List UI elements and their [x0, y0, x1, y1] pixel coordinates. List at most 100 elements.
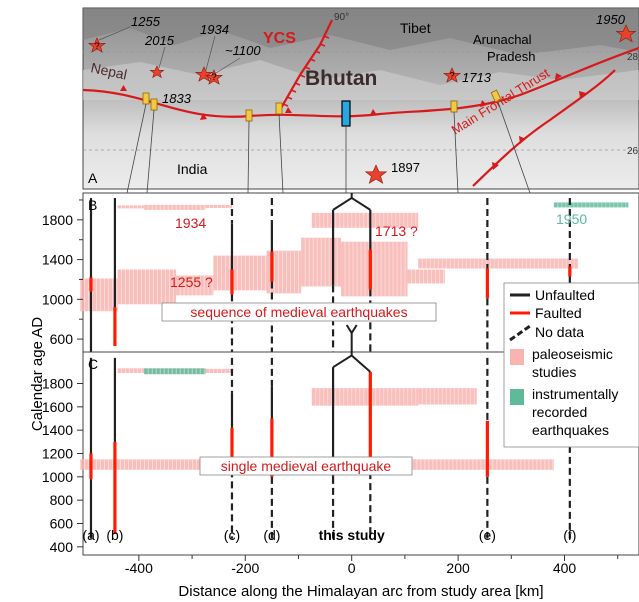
site-label: (e) — [479, 527, 496, 543]
paleo-band — [205, 204, 232, 208]
star-1255 — [87, 37, 107, 53]
lat-28-label: 28 — [627, 52, 639, 63]
legend-instr-line3: earthquakes — [532, 422, 609, 438]
site-marker-e — [450, 100, 458, 113]
instrumental-band — [144, 368, 206, 375]
star-1897 — [364, 164, 388, 184]
map-panel: ? ? ? 1255 2015 1934 ~1100 1833 1713 189… — [82, 7, 639, 190]
thrust-line — [82, 46, 639, 118]
site-labels: (a) (b) (c) (d) this study (e) (f) — [82, 527, 576, 543]
lat-26-label: 26 — [627, 146, 639, 157]
y-tick-label-c: 1600 — [42, 399, 73, 415]
annotation-sequence: sequence of medieval earthquakes — [190, 304, 407, 320]
annotation-single: single medieval earthquake — [221, 458, 392, 474]
star-1713 — [442, 67, 462, 83]
single-earthquake-box — [199, 456, 413, 476]
angle-label: 90° — [334, 12, 349, 23]
site-marker-a — [142, 92, 150, 105]
event-label-1255: 1255 — [131, 14, 161, 29]
pradesh-label: Pradesh — [487, 49, 535, 64]
y-axis-title: Calendar age AD — [29, 317, 46, 431]
y-tick-label-c: 1800 — [42, 376, 73, 392]
legend-faulted-label: Faulted — [535, 305, 582, 321]
y-tick-label-c: 800 — [50, 492, 74, 508]
legend: Unfaulted Faulted No data paleoseismic s… — [503, 282, 639, 448]
panel-b-annotations: 1934 1713 ? 1950 1255 ? sequence of medi… — [88, 197, 587, 322]
q-1100: ? — [212, 72, 217, 82]
legend-nodata-label: No data — [535, 324, 584, 340]
leader-lines — [98, 26, 241, 74]
annotation-1713: 1713 ? — [375, 223, 418, 239]
legend-paleo-swatch — [510, 349, 524, 365]
site-marker-b — [150, 98, 158, 111]
event-label-1100: ~1100 — [225, 43, 261, 58]
site-marker-f — [490, 89, 502, 104]
paleo-band — [341, 241, 408, 297]
instrumental-band — [553, 202, 629, 208]
site-label: (d) — [263, 527, 280, 543]
q-1713: ? — [450, 71, 455, 81]
tibet-label: Tibet — [400, 20, 431, 36]
x-tick-label: 400 — [553, 560, 577, 576]
nepal-label: Nepal — [89, 59, 128, 82]
panel-c-label: C — [88, 356, 98, 372]
y-tick-label-c: 1200 — [42, 446, 73, 462]
legend-instr-line2: recorded — [532, 404, 587, 420]
legend-paleo-line1: paleoseismic — [532, 346, 613, 362]
star-question-marks: ? ? ? — [95, 41, 455, 82]
earthquake-stars — [87, 24, 637, 184]
panel-a-label: A — [88, 170, 98, 186]
y-tick-label-c: 400 — [50, 539, 74, 555]
paleo-band — [117, 368, 145, 373]
paleo-band — [205, 368, 232, 373]
paleo-band — [418, 388, 477, 405]
y-tick-label-c: 1000 — [42, 469, 73, 485]
y-tick-label-c: 1400 — [42, 422, 73, 438]
legend-paleo-line2: studies — [532, 364, 576, 380]
study-merge-c — [332, 352, 371, 373]
site-connectors — [126, 101, 531, 194]
medieval-sequence-box — [161, 302, 437, 322]
star-1100 — [204, 69, 224, 85]
panel-c-site-lines — [89, 357, 571, 539]
x-tick-label: -400 — [125, 560, 153, 576]
annotation-1934: 1934 — [175, 215, 206, 231]
terrain-texture — [83, 8, 639, 151]
paleo-band — [117, 269, 177, 305]
event-label-2015: 2015 — [144, 33, 175, 48]
star-1934 — [194, 66, 214, 82]
x-tick-label: 0 — [348, 560, 356, 576]
legend-unfaulted-label: Unfaulted — [535, 287, 595, 303]
q-1255: ? — [95, 41, 100, 51]
legend-instr-swatch — [510, 389, 524, 405]
india-label: India — [177, 161, 208, 177]
paleo-band — [80, 278, 118, 312]
paleo-band — [144, 204, 206, 210]
site-label: (b) — [106, 527, 123, 543]
arunachal-label: Arunachal — [473, 32, 532, 47]
y-tick-label-b: 600 — [50, 331, 74, 347]
legend-box — [503, 282, 639, 448]
paleo-band — [117, 205, 145, 209]
site-marker-d — [275, 102, 283, 115]
star-2015 — [149, 65, 165, 79]
panel-b-label: B — [88, 197, 97, 213]
thrust-teeth — [120, 73, 586, 170]
event-label-1934: 1934 — [200, 22, 229, 37]
y-tick-label-b: 1000 — [42, 291, 73, 307]
bhutan-label: Bhutan — [305, 67, 377, 90]
x-tick-label: 200 — [446, 560, 470, 576]
panel-b-bands — [80, 202, 629, 312]
site-label: (f) — [563, 527, 576, 543]
annotation-1255: 1255 ? — [170, 274, 213, 290]
axes: -400 -200 0 200 400 600 1000 1400 1800 400 600 800 1… — [42, 199, 639, 576]
x-axis-title: Distance along the Himalayan arc from st… — [178, 583, 543, 600]
study-lower-split — [345, 324, 358, 352]
annotation-1950: 1950 — [556, 211, 587, 227]
event-label-1897: 1897 — [391, 160, 420, 175]
study-merge-lines — [332, 193, 371, 373]
site-label: (a) — [82, 527, 99, 543]
site-label: (c) — [224, 527, 240, 543]
legend-instr-line1: instrumentally — [532, 386, 618, 402]
star-1950 — [615, 24, 637, 43]
